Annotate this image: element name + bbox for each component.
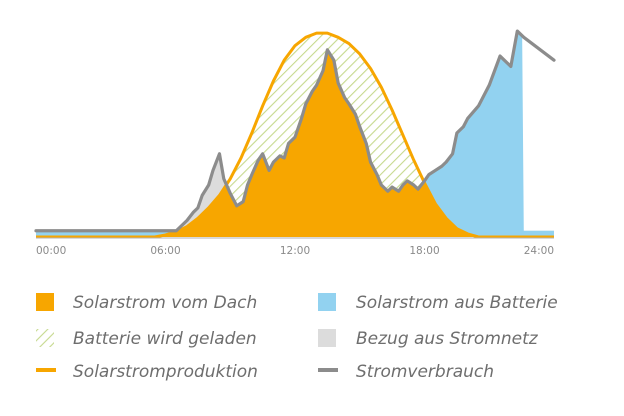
legend-label-grid-import: Bezug aus Stromnetz — [356, 329, 539, 349]
legend-swatch-battery-charging — [36, 329, 54, 347]
legend-label-consumption: Stromverbrauch — [356, 362, 494, 382]
legend-swatch-solar-roof — [36, 293, 54, 311]
x-tick-label-3: 18:00 — [409, 245, 439, 257]
legend-item-battery-out: Solarstrom aus Batterie — [318, 293, 558, 313]
chart-svg: 00:00 06:00 12:00 18:00 24:00 Solarstrom… — [0, 0, 624, 416]
legend-swatch-consumption — [318, 368, 338, 372]
legend-label-battery-charging: Batterie wird geladen — [73, 329, 257, 349]
legend-item-solar-roof: Solarstrom vom Dach — [36, 293, 257, 313]
x-axis-ticks: 00:00 06:00 12:00 18:00 24:00 — [36, 245, 554, 257]
legend-label-battery-out: Solarstrom aus Batterie — [356, 293, 558, 313]
x-tick-label-0: 00:00 — [36, 245, 66, 257]
x-tick-label-2: 12:00 — [280, 245, 310, 257]
x-tick-label-4: 24:00 — [524, 245, 554, 257]
legend-item-consumption: Stromverbrauch — [318, 362, 494, 382]
legend: Solarstrom vom Dach Solarstrom aus Batte… — [36, 293, 558, 382]
legend-item-solar-production: Solarstromproduktion — [36, 362, 258, 382]
legend-label-solar-production: Solarstromproduktion — [73, 362, 258, 382]
legend-item-battery-charging: Batterie wird geladen — [36, 329, 257, 349]
plot-area — [36, 31, 554, 238]
legend-label-solar-roof: Solarstrom vom Dach — [73, 293, 257, 313]
legend-swatch-solar-production — [36, 368, 56, 372]
legend-swatch-grid-import — [318, 329, 336, 347]
legend-swatch-battery-out — [318, 293, 336, 311]
x-tick-label-1: 06:00 — [150, 245, 180, 257]
legend-item-grid-import: Bezug aus Stromnetz — [318, 329, 539, 349]
solar-energy-chart: 00:00 06:00 12:00 18:00 24:00 Solarstrom… — [0, 0, 624, 416]
